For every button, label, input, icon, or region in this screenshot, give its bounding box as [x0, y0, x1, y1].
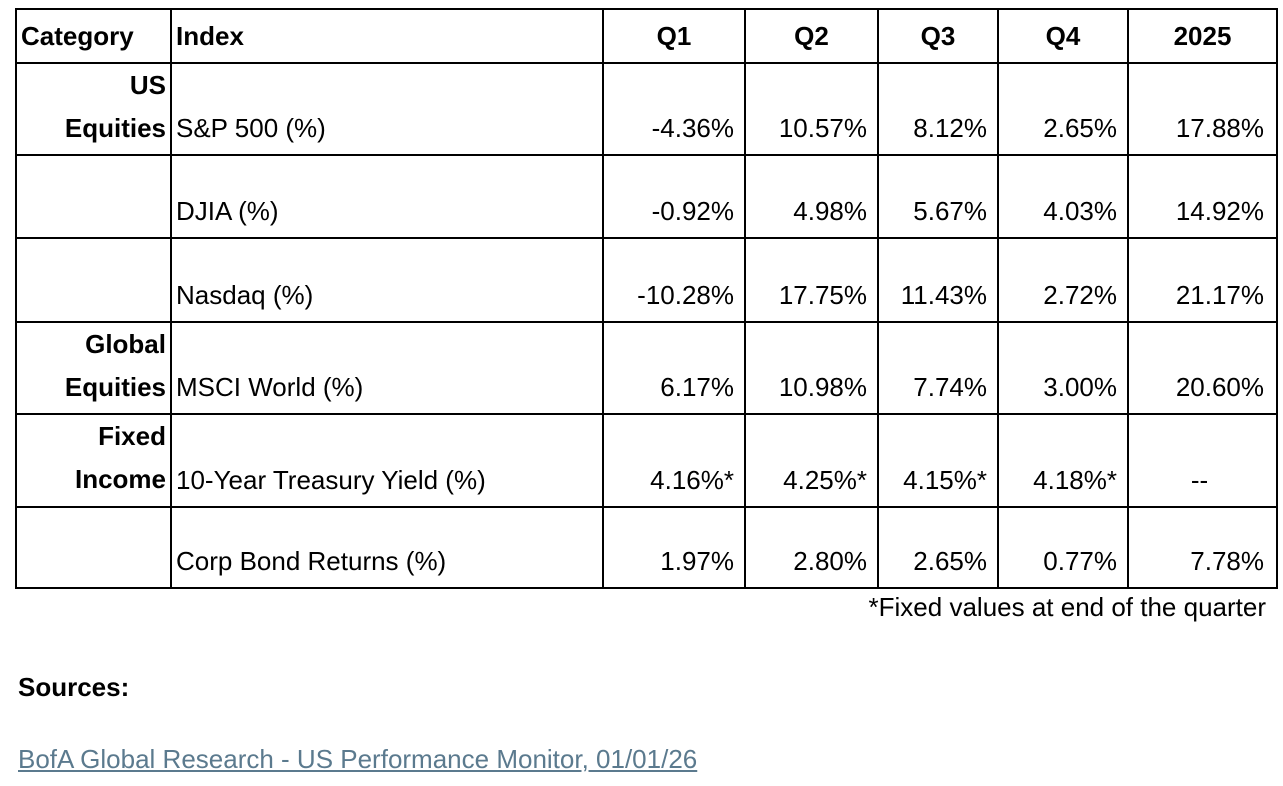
value-cell: 10.98% — [744, 321, 879, 415]
index-cell: 10-Year Treasury Yield (%) — [170, 413, 604, 508]
header-row: Category Index Q1 Q2 Q3 Q4 2025 — [15, 8, 1278, 64]
value-cell: -4.36% — [602, 62, 746, 156]
value-cell: 4.16%* — [602, 413, 746, 508]
index-cell: S&P 500 (%) — [170, 62, 604, 156]
value-cell: 11.43% — [877, 237, 999, 323]
value-cell: 6.17% — [602, 321, 746, 415]
header-cell: Index — [170, 8, 604, 64]
value-cell: 7.74% — [877, 321, 999, 415]
header-cell: 2025 — [1127, 8, 1278, 64]
category-cell: US Equities — [15, 62, 172, 156]
index-cell: MSCI World (%) — [170, 321, 604, 415]
value-cell: 2.65% — [877, 506, 999, 589]
value-cell: 2.72% — [997, 237, 1129, 323]
header-cell: Q2 — [744, 8, 879, 64]
footnote: *Fixed values at end of the quarter — [868, 592, 1266, 622]
table-row: DJIA (%) -0.92% 4.98% 5.67% 4.03% 14.92% — [15, 154, 1278, 239]
category-cell: Global Equities — [15, 321, 172, 415]
value-cell: 5.67% — [877, 154, 999, 239]
index-cell: Corp Bond Returns (%) — [170, 506, 604, 589]
value-cell: 0.77% — [997, 506, 1129, 589]
value-cell: 4.25%* — [744, 413, 879, 508]
value-cell: 4.15%* — [877, 413, 999, 508]
value-cell: -0.92% — [602, 154, 746, 239]
table-row: Global Equities MSCI World (%) 6.17% 10.98%… — [15, 321, 1278, 415]
category-cell: Fixed Income — [15, 413, 172, 508]
category-cell — [15, 506, 172, 589]
value-cell: 4.18%* — [997, 413, 1129, 508]
header-cell: Q4 — [997, 8, 1129, 64]
source-link[interactable]: BofA Global Research - US Performance Mo… — [18, 744, 698, 774]
value-cell: -10.28% — [602, 237, 746, 323]
value-cell: 14.92% — [1127, 154, 1278, 239]
index-cell: Nasdaq (%) — [170, 237, 604, 323]
value-cell: 2.80% — [744, 506, 879, 589]
value-cell: 17.88% — [1127, 62, 1278, 156]
value-cell: 20.60% — [1127, 321, 1278, 415]
table-row: Corp Bond Returns (%) 1.97% 2.80% 2.65% 0.77… — [15, 506, 1278, 589]
header-cell: Q1 — [602, 8, 746, 64]
value-cell: 17.75% — [744, 237, 879, 323]
performance-table: Category Index Q1 Q2 Q3 Q4 2025 US Equities S&P… — [15, 8, 1278, 589]
index-cell: DJIA (%) — [170, 154, 604, 239]
value-cell: 4.98% — [744, 154, 879, 239]
value-cell: 10.57% — [744, 62, 879, 156]
value-cell: -- — [1127, 413, 1278, 508]
category-cell — [15, 237, 172, 323]
category-cell — [15, 154, 172, 239]
value-cell: 7.78% — [1127, 506, 1278, 589]
table-row: US Equities S&P 500 (%) -4.36% 10.57% 8.12% 2… — [15, 62, 1278, 156]
value-cell: 3.00% — [997, 321, 1129, 415]
header-cell: Category — [15, 8, 172, 64]
table-row: Nasdaq (%) -10.28% 17.75% 11.43% 2.72% 21.17% — [15, 237, 1278, 323]
sources-heading: Sources: — [18, 672, 130, 702]
header-cell: Q3 — [877, 8, 999, 64]
value-cell: 8.12% — [877, 62, 999, 156]
value-cell: 21.17% — [1127, 237, 1278, 323]
table-body: US Equities S&P 500 (%) -4.36% 10.57% 8.12% 2… — [15, 62, 1278, 589]
value-cell: 4.03% — [997, 154, 1129, 239]
value-cell: 2.65% — [997, 62, 1129, 156]
value-cell: 1.97% — [602, 506, 746, 589]
table-row: Fixed Income 10-Year Treasury Yield (%) 4.… — [15, 413, 1278, 508]
